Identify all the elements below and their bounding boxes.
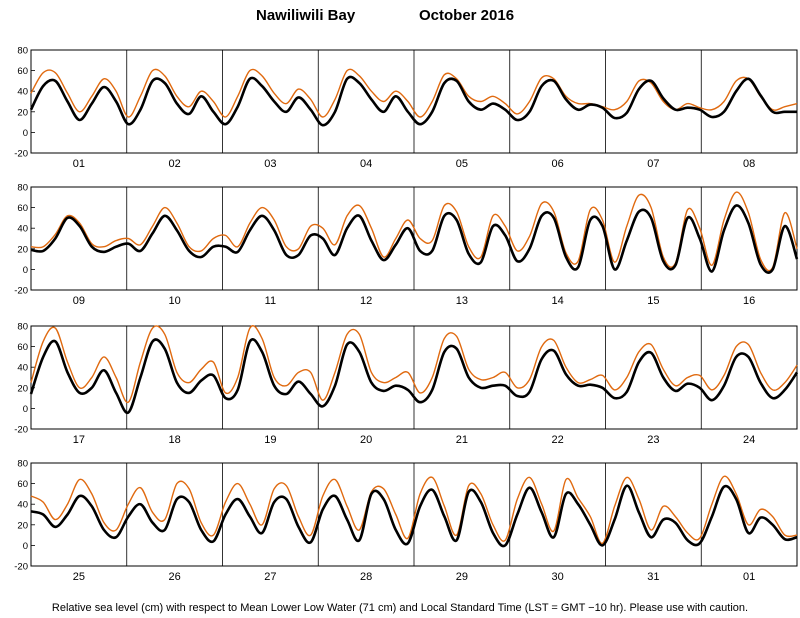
y-tick-label: 0 — [23, 541, 28, 552]
y-tick-label: 80 — [17, 459, 28, 470]
day-label: 23 — [647, 434, 659, 446]
day-label: 25 — [73, 571, 85, 583]
y-tick-label: -20 — [14, 425, 28, 436]
y-tick-label: 20 — [17, 383, 28, 394]
day-label: 07 — [647, 158, 659, 170]
day-label: 29 — [456, 571, 468, 583]
chart-footnote: Relative sea level (cm) with respect to … — [52, 602, 748, 614]
y-tick-label: 20 — [17, 520, 28, 531]
day-label: 28 — [360, 571, 372, 583]
y-tick-label: 40 — [17, 224, 28, 235]
observed-line — [29, 338, 799, 414]
day-label: 15 — [647, 295, 659, 307]
observed-line — [30, 204, 799, 274]
y-tick-label: 20 — [17, 107, 28, 118]
y-tick-label: 0 — [23, 404, 28, 415]
day-label: 04 — [360, 158, 372, 170]
day-label: 17 — [73, 434, 85, 446]
panel: 09 10 11 12 13 14 15 16 -20 0 20 40 60 80 — [14, 183, 799, 307]
day-label: 01 — [743, 571, 755, 583]
chart-title-period: October 2016 — [419, 7, 514, 24]
y-tick-label: 80 — [17, 46, 28, 57]
panels: 01 02 03 04 05 06 07 08 -20 0 20 40 60 80 09 10 11 12 13 14… — [14, 46, 799, 583]
day-label: 27 — [264, 571, 276, 583]
y-tick-label: 60 — [17, 66, 28, 77]
day-label: 10 — [169, 295, 181, 307]
observed-line — [30, 484, 798, 548]
y-tick-label: 0 — [23, 265, 28, 276]
chart-title-location: Nawiliwili Bay — [256, 7, 356, 24]
predicted-line — [30, 475, 798, 544]
y-tick-label: 40 — [17, 87, 28, 98]
day-label: 30 — [552, 571, 564, 583]
day-label: 09 — [73, 295, 85, 307]
day-label: 21 — [456, 434, 468, 446]
day-label: 01 — [73, 158, 85, 170]
day-label: 13 — [456, 295, 468, 307]
y-tick-label: 80 — [17, 322, 28, 333]
observed-line — [29, 75, 797, 127]
day-label: 03 — [264, 158, 276, 170]
day-label: 24 — [743, 434, 755, 446]
y-tick-label: 20 — [17, 244, 28, 255]
day-label: 02 — [169, 158, 181, 170]
y-tick-label: 80 — [17, 183, 28, 194]
y-tick-label: -20 — [14, 149, 28, 160]
predicted-line — [30, 68, 798, 118]
day-label: 19 — [264, 434, 276, 446]
predicted-line — [30, 325, 798, 403]
day-label: 06 — [552, 158, 564, 170]
day-label: 18 — [169, 434, 181, 446]
y-tick-label: 40 — [17, 500, 28, 511]
day-label: 16 — [743, 295, 755, 307]
y-tick-label: -20 — [14, 286, 28, 297]
predicted-line — [30, 191, 798, 272]
day-label: 26 — [169, 571, 181, 583]
panel: 17 18 19 20 21 22 23 24 -20 0 20 40 60 80 — [14, 322, 799, 446]
y-tick-label: 60 — [17, 203, 28, 214]
y-tick-label: 60 — [17, 479, 28, 490]
day-label: 08 — [743, 158, 755, 170]
day-label: 22 — [552, 434, 564, 446]
y-tick-label: 60 — [17, 342, 28, 353]
panel: 01 02 03 04 05 06 07 08 -20 0 20 40 60 80 — [14, 46, 798, 170]
day-label: 31 — [647, 571, 659, 583]
day-label: 14 — [552, 295, 564, 307]
day-label: 11 — [265, 295, 276, 307]
y-tick-label: -20 — [14, 562, 28, 573]
panel: 25 26 27 28 29 30 31 01 -20 0 20 40 60 80 — [14, 459, 798, 583]
day-label: 12 — [360, 295, 372, 307]
day-label: 05 — [456, 158, 468, 170]
y-tick-label: 0 — [23, 128, 28, 139]
y-tick-label: 40 — [17, 363, 28, 374]
day-label: 20 — [360, 434, 372, 446]
